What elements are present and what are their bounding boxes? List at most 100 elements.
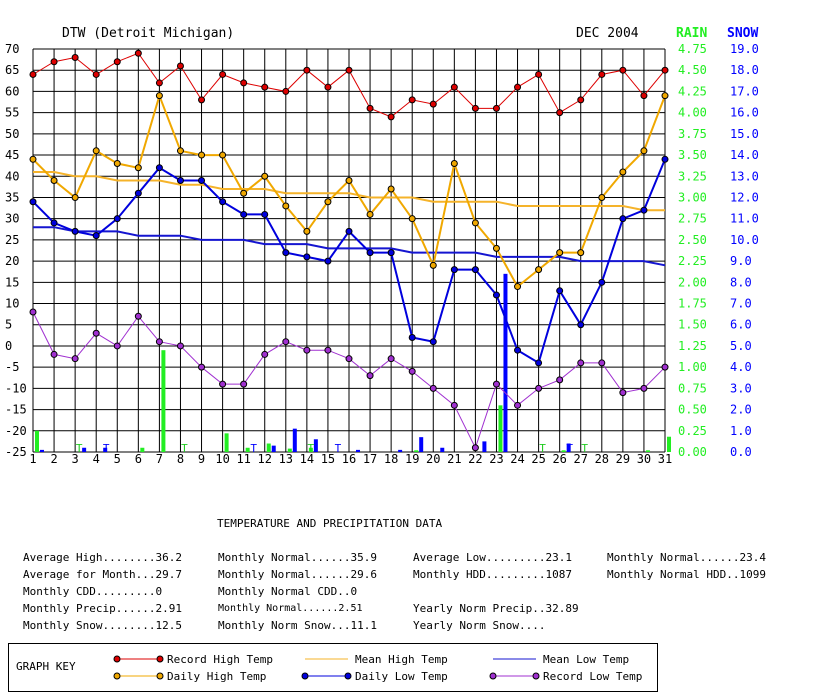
daily-low-point: [450, 266, 458, 274]
rain-tick-label: 2.50: [678, 233, 707, 247]
stat-value: Monthly Normal......2.51: [218, 603, 363, 614]
daily-low-point: [198, 177, 206, 185]
stat-value: Average High........36.2: [23, 551, 182, 564]
x-tick-label: 29: [616, 452, 630, 466]
rain-tick-label: 3.25: [678, 169, 707, 183]
key-label: Record Low Temp: [543, 670, 642, 683]
rain-bar: [308, 447, 313, 452]
snow-tick-label: 10.0: [730, 233, 759, 247]
daily-high-point: [492, 244, 500, 252]
daily-high-point: [92, 147, 100, 155]
x-tick-label: 21: [447, 452, 461, 466]
rain-bar: [498, 405, 503, 452]
rain-tick-label: 0.75: [678, 381, 707, 395]
record-high-point: [661, 66, 669, 74]
snow-bar: [398, 449, 403, 452]
snow-tick-label: 11.0: [730, 212, 759, 226]
x-tick-label: 20: [426, 452, 440, 466]
record-low-point: [219, 380, 227, 388]
daily-low-point: [92, 232, 100, 240]
record-low-point: [92, 329, 100, 337]
record-low-point: [113, 342, 121, 350]
snow-bar: [419, 437, 424, 452]
x-tick-label: 23: [489, 452, 503, 466]
record-high-point: [556, 109, 564, 117]
record-high-point: [282, 87, 290, 95]
daily-high-point: [113, 160, 121, 168]
rain-axis-title: RAIN: [676, 26, 707, 41]
rain-bar: [161, 350, 166, 452]
record-low-point: [176, 342, 184, 350]
x-tick-label: 19: [405, 452, 419, 466]
record-high-point: [303, 66, 311, 74]
stat-value: Monthly Normal......23.4: [607, 551, 766, 564]
x-tick-label: 10: [215, 452, 229, 466]
y-tick-label: 30: [5, 212, 19, 226]
key-swatch-point: [156, 655, 164, 663]
record-high-point: [598, 70, 606, 78]
y-tick-label: 45: [5, 148, 19, 162]
snow-bar: [271, 445, 276, 452]
snow-trace-mark: T: [103, 442, 110, 455]
x-tick-label: 12: [258, 452, 272, 466]
snow-bar: [503, 273, 508, 452]
daily-low-point: [514, 346, 522, 354]
record-high-point: [324, 83, 332, 91]
snow-tick-label: 14.0: [730, 148, 759, 162]
y-tick-label: 55: [5, 106, 19, 120]
daily-high-point: [577, 249, 585, 257]
rain-trace-mark: T: [76, 442, 83, 455]
daily-low-point: [303, 253, 311, 261]
x-tick-label: 1: [29, 452, 36, 466]
daily-low-point: [155, 164, 163, 172]
rain-tick-label: 4.75: [678, 42, 707, 56]
daily-low-point: [577, 321, 585, 329]
rain-trace-mark: T: [181, 442, 188, 455]
stat-value: Monthly Normal CDD..0: [218, 585, 358, 598]
x-tick-label: 27: [574, 452, 588, 466]
record-low-point: [261, 350, 269, 358]
daily-low-point: [240, 210, 248, 218]
snow-trace-mark: T: [250, 442, 257, 455]
daily-high-point: [429, 261, 437, 269]
record-high-point: [619, 66, 627, 74]
rain-tick-label: 0.00: [678, 445, 707, 459]
stats-title: TEMPERATURE AND PRECIPITATION DATA: [217, 517, 443, 530]
snow-tick-label: 4.0: [730, 360, 752, 374]
daily-low-point: [29, 198, 37, 206]
x-tick-label: 16: [342, 452, 356, 466]
y-tick-label: -5: [5, 360, 19, 374]
y-tick-label: 35: [5, 190, 19, 204]
record-low-point: [492, 380, 500, 388]
precip-bars: T T T T TT T T T: [35, 273, 671, 455]
snow-bar: [566, 443, 571, 452]
rain-bar: [645, 450, 650, 452]
y-tick-label: 20: [5, 254, 19, 268]
rain-bar: [140, 447, 145, 452]
daily-high-point: [50, 177, 58, 185]
snow-tick-label: 9.0: [730, 254, 752, 268]
daily-low-point: [282, 249, 290, 257]
x-tick-label: 25: [531, 452, 545, 466]
snow-bar: [313, 439, 318, 452]
daily-high-point: [198, 151, 206, 159]
rain-tick-label: 3.00: [678, 190, 707, 204]
daily-high-point: [366, 210, 374, 218]
rain-bar: [224, 433, 229, 452]
y-tick-label: 40: [5, 169, 19, 183]
snow-tick-label: 13.0: [730, 169, 759, 183]
x-tick-label: 28: [595, 452, 609, 466]
record-low-point: [324, 346, 332, 354]
x-tick-label: 2: [50, 452, 57, 466]
daily-low-point: [492, 291, 500, 299]
graph-key-swatches: Record High Temp Mean High Temp Mean Low T…: [113, 653, 642, 683]
x-tick-label: 17: [363, 452, 377, 466]
snow-tick-label: 2.0: [730, 403, 752, 417]
daily-high-point: [282, 202, 290, 210]
record-high-point: [450, 83, 458, 91]
snow-tick-label: 19.0: [730, 42, 759, 56]
x-tick-label: 22: [468, 452, 482, 466]
record-low-point: [29, 308, 37, 316]
rain-bar: [266, 443, 271, 452]
rain-tick-label: 2.75: [678, 212, 707, 226]
